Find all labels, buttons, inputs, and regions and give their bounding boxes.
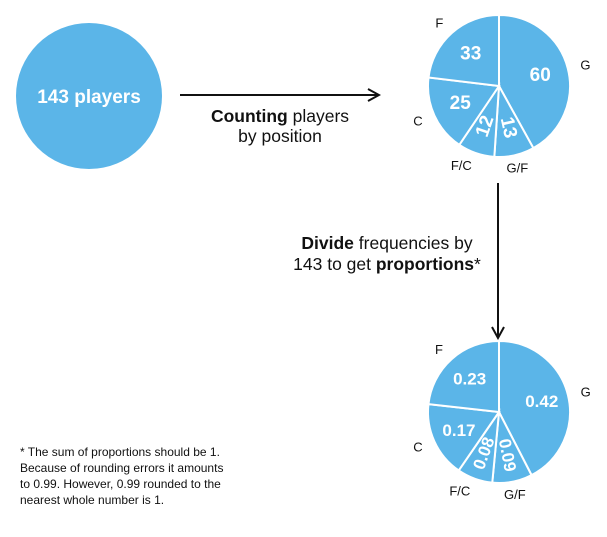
- step-divide-line1: Divide frequencies by: [301, 233, 472, 253]
- pie-category-label-f: F: [435, 16, 443, 31]
- footnote-line-3: to 0.99. However, 0.99 rounded to the: [20, 477, 221, 491]
- pie-category-label-f-c: F/C: [451, 158, 472, 173]
- pie-slice-c: [427, 403, 501, 472]
- pie-value-label-f: 33: [460, 44, 481, 65]
- pie-category-label-c: C: [413, 439, 422, 454]
- players-circle-group: 143 players: [16, 23, 162, 169]
- players-circle: [16, 23, 162, 169]
- pie-value-label-g: 0.42: [525, 392, 558, 411]
- pie-slice-g: [498, 339, 571, 477]
- step-divide-pre: 143 to get: [293, 254, 376, 274]
- pie-category-label-g-f: G/F: [506, 160, 528, 175]
- pie-value-label-f: 0.23: [453, 370, 486, 389]
- pie-value-label-c: 0.17: [442, 421, 475, 440]
- pie-slice-g: [498, 13, 571, 150]
- footnote-line-4: nearest whole number is 1.: [20, 493, 164, 507]
- step-divide-rest: frequencies by: [354, 233, 473, 253]
- pie-category-label-f-c: F/C: [449, 483, 470, 498]
- players-circle-label: 143 players: [37, 87, 141, 108]
- pie-category-label-c: C: [413, 113, 422, 128]
- pie-slice-f: [427, 339, 500, 414]
- footnote: * The sum of proportions should be 1. Be…: [20, 445, 223, 507]
- pie-category-label-g-f: G/F: [504, 487, 526, 502]
- pie-category-label-g: G: [581, 385, 591, 400]
- pie-slice-c: [427, 76, 501, 147]
- pie-category-label-g: G: [580, 58, 590, 73]
- footnote-line-2: Because of rounding errors it amounts: [20, 461, 223, 475]
- step-divide-asterisk: *: [474, 254, 481, 274]
- step-count-line1: Counting players: [211, 106, 349, 126]
- step-count-bold: Counting: [211, 106, 288, 126]
- pie-value-label-c: 25: [450, 93, 472, 114]
- footnote-line-1: * The sum of proportions should be 1.: [20, 445, 220, 459]
- step-divide-bold: Divide: [301, 233, 354, 253]
- step-count-rest: players: [288, 106, 350, 126]
- pie-value-label-g: 60: [530, 65, 551, 86]
- pie-category-label-f: F: [435, 342, 443, 357]
- step-divide-line2: 143 to get proportions*: [293, 254, 481, 274]
- pie-slice-f: [427, 13, 500, 88]
- step-count-line2: by position: [238, 126, 322, 146]
- pie-value-label-g-f: 13: [496, 115, 521, 140]
- step-divide-proportions: proportions: [376, 254, 474, 274]
